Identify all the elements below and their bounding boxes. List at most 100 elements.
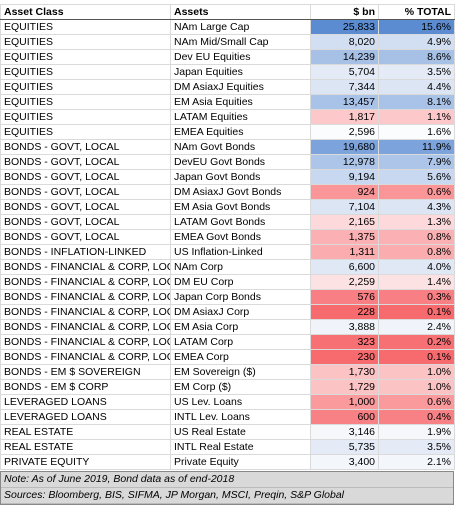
notes: Note: As of June 2019, Bond data as of e…: [0, 471, 454, 505]
label-cell: BONDS - FINANCIAL & CORP, LOCAL: [0, 304, 171, 320]
label-cell: EQUITIES: [0, 79, 171, 95]
label-cell: EQUITIES: [0, 109, 171, 125]
label-cell: Dev EU Equities: [170, 49, 311, 65]
value-cell: 1,311: [310, 244, 379, 260]
data-row: EQUITIES LATAM Equities 1,817 1.1%: [0, 109, 455, 125]
label-cell: Private Equity: [170, 454, 311, 470]
label-cell: BONDS - EM $ SOVEREIGN: [0, 364, 171, 380]
value-cell: 323: [310, 334, 379, 350]
data-row: BONDS - FINANCIAL & CORP, LOCAL EM Asia C…: [0, 319, 455, 335]
value-cell: 12,978: [310, 154, 379, 170]
label-cell: US Inflation-Linked: [170, 244, 311, 260]
label-cell: BONDS - GOVT, LOCAL: [0, 154, 171, 170]
value-cell: 25,833: [310, 19, 379, 35]
value-cell: 0.1%: [378, 349, 455, 365]
value-cell: 0.3%: [378, 289, 455, 305]
value-cell: 0.4%: [378, 409, 455, 425]
label-cell: EQUITIES: [0, 49, 171, 65]
value-cell: 3,888: [310, 319, 379, 335]
label-cell: BONDS - GOVT, LOCAL: [0, 199, 171, 215]
label-cell: BONDS - EM $ CORP: [0, 379, 171, 395]
data-row: BONDS - EM $ SOVEREIGN EM Sovereign ($) 1,…: [0, 364, 455, 380]
data-row: BONDS - GOVT, LOCAL EMEA Govt Bonds 1,375 0…: [0, 229, 455, 245]
label-cell: BONDS - GOVT, LOCAL: [0, 169, 171, 185]
data-row: EQUITIES EMEA Equities 2,596 1.6%: [0, 124, 455, 140]
spreadsheet: Asset Class Assets $ bn% TOTAL EQUITIES NAm …: [0, 4, 455, 505]
label-cell: BONDS - GOVT, LOCAL: [0, 214, 171, 230]
label-cell: EQUITIES: [0, 19, 171, 35]
value-cell: 6,600: [310, 259, 379, 275]
value-cell: 11.9%: [378, 139, 455, 155]
label-cell: BONDS - GOVT, LOCAL: [0, 184, 171, 200]
label-cell: BONDS - GOVT, LOCAL: [0, 139, 171, 155]
value-cell: 15.6%: [378, 19, 455, 35]
data-row: LEVERAGED LOANS INTL Lev. Loans 600 0.4%: [0, 409, 455, 425]
value-cell: 8,020: [310, 34, 379, 50]
value-cell: 2.1%: [378, 454, 455, 470]
data-row: BONDS - FINANCIAL & CORP, LOCAL DM AsiaxJ…: [0, 304, 455, 320]
value-cell: 1,730: [310, 364, 379, 380]
label-cell: EM Asia Govt Bonds: [170, 199, 311, 215]
label-cell: LATAM Corp: [170, 334, 311, 350]
label-cell: BONDS - FINANCIAL & CORP, LOCAL: [0, 274, 171, 290]
data-row: BONDS - GOVT, LOCAL DM AsiaxJ Govt Bonds 9…: [0, 184, 455, 200]
value-cell: 5,735: [310, 439, 379, 455]
label-cell: EQUITIES: [0, 34, 171, 50]
value-cell: 5.6%: [378, 169, 455, 185]
value-cell: 0.8%: [378, 229, 455, 245]
label-cell: DevEU Govt Bonds: [170, 154, 311, 170]
value-cell: 7,344: [310, 79, 379, 95]
label-cell: PRIVATE EQUITY: [0, 454, 171, 470]
value-cell: 2.4%: [378, 319, 455, 335]
value-cell: 4.0%: [378, 259, 455, 275]
label-cell: NAm Corp: [170, 259, 311, 275]
value-cell: 1.3%: [378, 214, 455, 230]
header-cell: Assets: [170, 4, 311, 20]
data-row: EQUITIES NAm Large Cap 25,833 15.6%: [0, 19, 455, 35]
value-cell: 3.5%: [378, 64, 455, 80]
header-cell: $ bn: [310, 4, 379, 20]
value-cell: 13,457: [310, 94, 379, 110]
header-row: Asset Class Assets $ bn% TOTAL: [0, 4, 455, 20]
label-cell: BONDS - FINANCIAL & CORP, LOCAL: [0, 319, 171, 335]
value-cell: 4.3%: [378, 199, 455, 215]
value-cell: 2,259: [310, 274, 379, 290]
label-cell: REAL ESTATE: [0, 439, 171, 455]
data-row: EQUITIES NAm Mid/Small Cap 8,020 4.9%: [0, 34, 455, 50]
value-cell: 0.6%: [378, 184, 455, 200]
label-cell: DM AsiaxJ Corp: [170, 304, 311, 320]
data-row: BONDS - FINANCIAL & CORP, LOCAL LATAM Cor…: [0, 334, 455, 350]
value-cell: 8.6%: [378, 49, 455, 65]
data-row: BONDS - FINANCIAL & CORP, LOCAL DM EU Cor…: [0, 274, 455, 290]
value-cell: 924: [310, 184, 379, 200]
label-cell: LEVERAGED LOANS: [0, 409, 171, 425]
asset-table: Asset Class Assets $ bn% TOTAL EQUITIES NAm …: [0, 4, 455, 470]
value-cell: 2,165: [310, 214, 379, 230]
data-row: EQUITIES DM AsiaxJ Equities 7,344 4.4%: [0, 79, 455, 95]
label-cell: Japan Equities: [170, 64, 311, 80]
data-row: EQUITIES EM Asia Equities 13,457 8.1%: [0, 94, 455, 110]
label-cell: EQUITIES: [0, 94, 171, 110]
label-cell: US Lev. Loans: [170, 394, 311, 410]
value-cell: 9,194: [310, 169, 379, 185]
data-row: BONDS - GOVT, LOCAL EM Asia Govt Bonds 7,1…: [0, 199, 455, 215]
value-cell: 7.9%: [378, 154, 455, 170]
value-cell: 2,596: [310, 124, 379, 140]
label-cell: INTL Lev. Loans: [170, 409, 311, 425]
value-cell: 1.0%: [378, 379, 455, 395]
data-row: BONDS - FINANCIAL & CORP, LOCAL EMEA Corp…: [0, 349, 455, 365]
data-row: PRIVATE EQUITY Private Equity 3,400 2.1%: [0, 454, 455, 470]
data-row: BONDS - GOVT, LOCAL LATAM Govt Bonds 2,165…: [0, 214, 455, 230]
value-cell: 3.5%: [378, 439, 455, 455]
data-row: BONDS - FINANCIAL & CORP, LOCAL Japan Cor…: [0, 289, 455, 305]
label-cell: LATAM Equities: [170, 109, 311, 125]
data-row: BONDS - GOVT, LOCAL DevEU Govt Bonds 12,97…: [0, 154, 455, 170]
data-row: BONDS - EM $ CORP EM Corp ($) 1,729 1.0%: [0, 379, 455, 395]
value-cell: 1.0%: [378, 364, 455, 380]
label-cell: BONDS - GOVT, LOCAL: [0, 229, 171, 245]
value-cell: 3,146: [310, 424, 379, 440]
data-row: EQUITIES Japan Equities 5,704 3.5%: [0, 64, 455, 80]
value-cell: 1,817: [310, 109, 379, 125]
data-row: BONDS - FINANCIAL & CORP, LOCAL NAm Corp 6…: [0, 259, 455, 275]
label-cell: DM AsiaxJ Govt Bonds: [170, 184, 311, 200]
